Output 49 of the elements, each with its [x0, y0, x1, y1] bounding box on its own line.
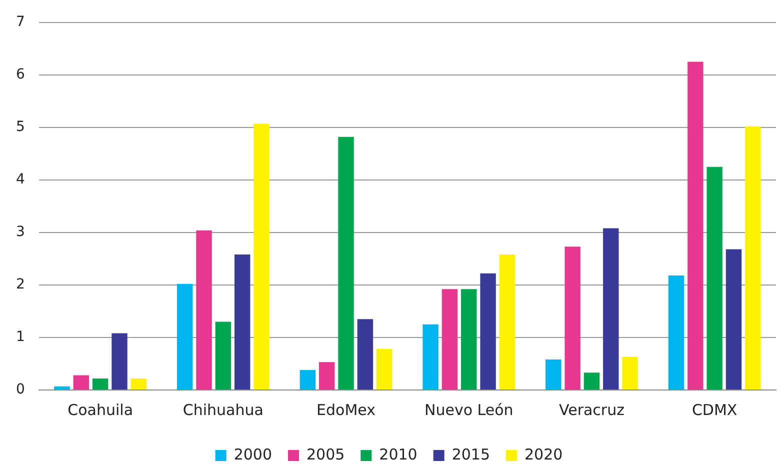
bar — [622, 356, 638, 390]
bar — [73, 375, 90, 390]
y-tick-label: 3 — [16, 224, 25, 240]
bar — [300, 370, 316, 390]
bar — [668, 276, 684, 390]
x-tick-label: Nuevo León — [424, 400, 514, 419]
x-tick-label: Veracruz — [558, 400, 625, 419]
legend-label: 2020 — [524, 445, 563, 464]
x-tick-label: Chihuahua — [182, 400, 264, 419]
bar — [422, 324, 438, 390]
x-tick-label: CDMX — [692, 400, 738, 419]
bar — [745, 126, 761, 390]
bar — [726, 249, 742, 390]
bar — [215, 322, 232, 390]
legend-label: 2000 — [234, 445, 272, 464]
bar — [196, 230, 212, 390]
bar — [688, 62, 704, 390]
bar — [461, 289, 477, 390]
bar — [130, 378, 147, 390]
bar — [176, 284, 193, 390]
y-tick-label: 0 — [16, 382, 25, 398]
bar — [338, 136, 354, 390]
y-tick-label: 2 — [16, 276, 25, 293]
bar — [92, 378, 108, 390]
bar — [234, 254, 250, 390]
x-tick-label: EdoMex — [316, 400, 376, 419]
bar — [480, 273, 496, 390]
y-tick-label: 4 — [16, 172, 25, 188]
bar — [564, 246, 580, 390]
bar — [254, 124, 270, 390]
y-tick-label: 7 — [16, 14, 25, 30]
bar — [442, 289, 458, 390]
bar — [376, 349, 392, 390]
y-tick-label: 1 — [16, 329, 25, 346]
bar — [603, 228, 619, 390]
bar — [499, 254, 516, 390]
bar — [706, 166, 722, 390]
bar — [319, 362, 335, 390]
bar — [54, 386, 70, 390]
bar — [584, 372, 600, 390]
y-tick-label: 5 — [16, 119, 25, 136]
y-tick-label: 6 — [16, 66, 25, 83]
legend-label: 2005 — [306, 445, 345, 464]
legend-label: 2010 — [379, 445, 418, 464]
bar — [546, 360, 562, 390]
x-tick-label: Coahuila — [68, 400, 134, 419]
bar — [357, 319, 374, 390]
bar — [112, 333, 128, 390]
legend-label: 2015 — [452, 445, 490, 464]
